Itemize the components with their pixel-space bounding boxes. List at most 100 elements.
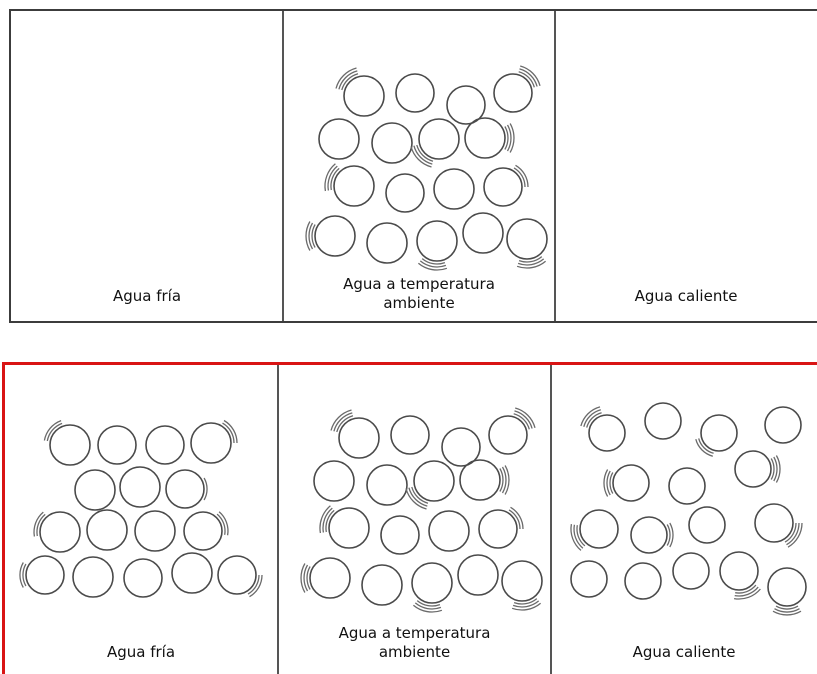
bottom-hot-particle-circle bbox=[624, 562, 662, 600]
bottom-cold-particle bbox=[43, 419, 91, 466]
top-cell-cold-water: Agua fría bbox=[11, 11, 283, 321]
top-room-particle-circle bbox=[333, 165, 375, 207]
bottom-room-particle bbox=[411, 562, 453, 613]
bottom-room-vibration-arc bbox=[512, 600, 540, 608]
bottom-hot-vibration-arc bbox=[784, 522, 797, 543]
top-room-vibration-arc bbox=[417, 262, 448, 271]
bottom-hot-vibration-arc bbox=[735, 584, 757, 594]
top-room-particle bbox=[366, 222, 408, 264]
top-room-particle-circle bbox=[314, 215, 356, 257]
bottom-hot-particle-circle bbox=[754, 503, 794, 543]
bottom-hot-vibration-arc bbox=[669, 522, 674, 548]
top-room-particle bbox=[318, 118, 360, 160]
bottom-room-particle bbox=[457, 554, 499, 596]
bottom-cold-vibration-arc bbox=[222, 422, 235, 444]
bottom-hot-vibration-arc bbox=[695, 439, 713, 457]
bottom-cold-particle-circle bbox=[97, 425, 137, 465]
bottom-hot-particle bbox=[688, 506, 726, 544]
bottom-hot-particle-circle bbox=[719, 551, 759, 591]
bottom-room-vibration-arc bbox=[508, 509, 521, 530]
bottom-room-particle bbox=[459, 459, 510, 501]
bottom-hot-particle-circle bbox=[700, 414, 738, 452]
bottom-room-vibration-arc bbox=[511, 602, 542, 611]
bottom-cold-particle-circle bbox=[39, 511, 81, 553]
bottom-room-particle-circle bbox=[488, 415, 528, 455]
top-divider-2 bbox=[554, 11, 556, 321]
bottom-cold-particles bbox=[19, 419, 263, 598]
bottom-hot-particle bbox=[754, 503, 803, 548]
bottom-hot-particle bbox=[695, 414, 738, 457]
bottom-hot-particle bbox=[719, 551, 761, 600]
top-label-room-water: Agua a temperatura ambiente bbox=[343, 275, 495, 312]
bottom-room-vibration-arc bbox=[306, 566, 311, 590]
bottom-cold-vibration-arc bbox=[249, 574, 263, 598]
bottom-cold-particle bbox=[86, 509, 128, 551]
top-room-particle-circle bbox=[395, 73, 435, 113]
top-room-particle bbox=[464, 117, 515, 159]
bottom-room-vibration-arc bbox=[513, 598, 538, 605]
bottom-room-vibration-arc bbox=[300, 563, 306, 593]
bottom-hot-particle bbox=[734, 450, 781, 488]
top-room-particle bbox=[385, 173, 425, 213]
top-room-particle-circle bbox=[506, 218, 548, 260]
bottom-cold-vibration-arc bbox=[43, 419, 62, 441]
bottom-hot-particle-circle bbox=[734, 450, 772, 488]
top-label-hot-water: Agua caliente bbox=[634, 287, 738, 305]
bottom-cold-particle-circle bbox=[171, 552, 213, 594]
bottom-room-vibration-arc bbox=[501, 466, 507, 494]
bottom-room-particle-circle bbox=[361, 564, 403, 606]
top-cell-hot-water: Agua caliente bbox=[555, 11, 817, 321]
bottom-hot-particle bbox=[570, 560, 608, 598]
top-divider-1 bbox=[282, 11, 284, 321]
bottom-cold-particle-circle bbox=[86, 509, 128, 551]
bottom-cold-vibration-arc bbox=[22, 563, 27, 587]
bottom-cold-particle bbox=[123, 558, 163, 598]
top-room-particle bbox=[446, 85, 486, 125]
top-room-particle-circle bbox=[318, 118, 360, 160]
bottom-hot-vibration-arc bbox=[603, 469, 609, 497]
bottom-room-vibration-arc bbox=[499, 468, 504, 492]
bottom-room-vibration-arc bbox=[325, 509, 335, 533]
bottom-room-particle bbox=[380, 515, 420, 555]
bottom-cold-particle-circle bbox=[217, 555, 257, 595]
bottom-hot-particle-circle bbox=[630, 516, 668, 554]
bottom-room-particle-circle bbox=[478, 509, 518, 549]
top-room-vibration-arc bbox=[341, 73, 359, 91]
top-room-vibration-arc bbox=[518, 71, 535, 88]
top-room-vibration-arc bbox=[419, 260, 447, 268]
bottom-room-particle-circle bbox=[501, 560, 543, 602]
bottom-room-particle bbox=[441, 427, 481, 467]
top-room-particle-circle bbox=[343, 75, 385, 117]
top-cell-room-water: Agua a temperatura ambiente bbox=[283, 11, 555, 321]
bottom-room-particle-circle bbox=[411, 562, 453, 604]
bottom-room-particle-circle bbox=[390, 415, 430, 455]
top-room-vibration-arc bbox=[518, 256, 543, 263]
bottom-hot-vibration-arc bbox=[570, 523, 582, 551]
bottom-hot-particle bbox=[644, 402, 682, 440]
bottom-cold-vibration-arc bbox=[33, 511, 44, 537]
bottom-room-particle bbox=[405, 460, 455, 510]
top-room-vibration-arc bbox=[330, 167, 340, 191]
top-room-particle-circle bbox=[446, 85, 486, 125]
top-room-particle bbox=[483, 164, 529, 207]
top-room-vibration-arc bbox=[506, 124, 512, 152]
top-room-vibration-arc bbox=[335, 67, 357, 89]
bottom-divider-1 bbox=[277, 365, 279, 674]
bottom-hot-vibration-arc bbox=[573, 524, 584, 549]
bottom-hot-particle-circle bbox=[644, 402, 682, 440]
bottom-room-vibration-arc bbox=[322, 507, 333, 533]
top-room-particle bbox=[395, 73, 435, 113]
bottom-cold-vibration-arc bbox=[247, 574, 260, 595]
bottom-hot-vibration-arc bbox=[666, 524, 671, 546]
bottom-cold-particle-circle bbox=[49, 424, 91, 466]
top-room-particle bbox=[433, 168, 475, 210]
top-room-particle-circle bbox=[464, 117, 506, 159]
bottom-hot-vibration-arc bbox=[774, 608, 800, 613]
top-room-vibration-arc bbox=[338, 70, 358, 90]
bottom-hot-particle-circle bbox=[668, 467, 706, 505]
bottom-room-vibration-arc bbox=[336, 415, 354, 433]
bottom-cold-particle-circle bbox=[145, 425, 185, 465]
bottom-hot-particle-circle bbox=[688, 506, 726, 544]
top-room-particle bbox=[410, 118, 460, 168]
bottom-hot-particle bbox=[767, 567, 807, 616]
